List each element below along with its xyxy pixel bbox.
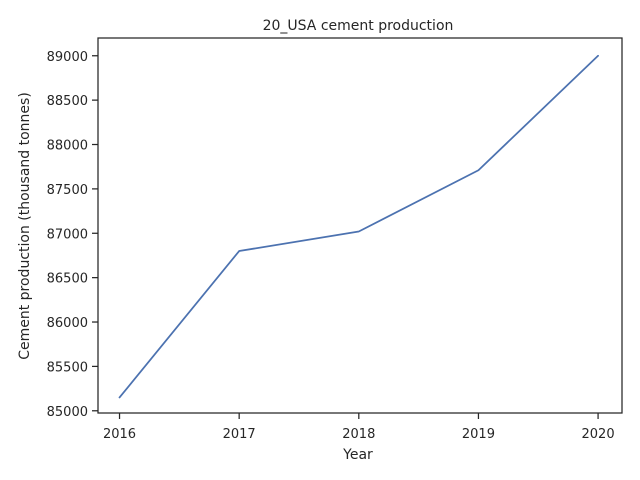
y-tick-label: 86500 <box>47 272 88 287</box>
chart-title: 20_USA cement production <box>263 18 454 34</box>
series-line <box>118 54 599 399</box>
y-tick-label: 86000 <box>47 316 88 331</box>
series-group <box>118 54 599 399</box>
x-tick-label: 2020 <box>582 427 615 442</box>
y-tick-label: 87500 <box>47 183 88 198</box>
x-tick-label: 2018 <box>342 427 375 442</box>
y-tick-label: 87000 <box>47 227 88 242</box>
x-tick-label: 2016 <box>103 427 136 442</box>
x-axis-label: Year <box>342 447 373 463</box>
y-tick-label: 85500 <box>47 360 88 375</box>
y-tick-label: 88500 <box>47 94 88 109</box>
y-axis-ticks: 85000 85500 86000 86500 87000 87500 88000 88500… <box>47 50 98 420</box>
y-tick-label: 89000 <box>47 50 88 65</box>
y-axis-label: Cement production (thousand tonnes) <box>17 92 33 360</box>
x-tick-label: 2019 <box>462 427 495 442</box>
y-tick-label: 88000 <box>47 139 88 154</box>
y-tick-label: 85000 <box>47 405 88 420</box>
x-axis-ticks: 2016 2017 2018 2019 2020 <box>103 413 615 442</box>
x-tick-label: 2017 <box>223 427 256 442</box>
plot-frame <box>97 37 623 414</box>
